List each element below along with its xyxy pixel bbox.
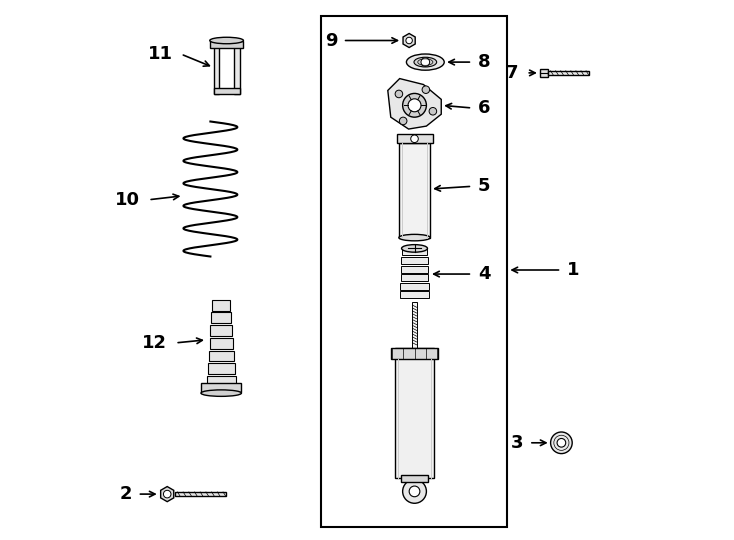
Bar bbox=[396, 134, 432, 143]
Bar bbox=[391, 348, 437, 359]
Circle shape bbox=[395, 90, 403, 98]
Bar bbox=[400, 291, 429, 298]
Ellipse shape bbox=[399, 234, 430, 241]
Circle shape bbox=[399, 117, 407, 125]
Bar bbox=[401, 475, 428, 482]
Bar bbox=[399, 143, 430, 238]
Bar bbox=[401, 266, 428, 273]
Bar bbox=[175, 492, 226, 496]
Text: 9: 9 bbox=[325, 31, 338, 50]
Bar bbox=[401, 274, 429, 281]
Circle shape bbox=[164, 490, 171, 498]
Circle shape bbox=[421, 58, 429, 66]
Circle shape bbox=[429, 107, 437, 115]
Text: 3: 3 bbox=[511, 434, 523, 452]
Bar bbox=[321, 16, 507, 526]
Text: 5: 5 bbox=[478, 177, 490, 195]
Circle shape bbox=[550, 432, 573, 454]
Text: 12: 12 bbox=[142, 334, 167, 352]
Polygon shape bbox=[161, 487, 174, 502]
Circle shape bbox=[403, 480, 426, 503]
Text: 10: 10 bbox=[115, 191, 140, 209]
Circle shape bbox=[422, 86, 429, 93]
Text: 1: 1 bbox=[567, 261, 579, 279]
Ellipse shape bbox=[407, 54, 444, 70]
Polygon shape bbox=[388, 78, 441, 129]
Bar bbox=[211, 313, 231, 323]
Bar bbox=[210, 338, 233, 349]
Bar bbox=[211, 325, 232, 336]
Ellipse shape bbox=[201, 390, 241, 396]
Circle shape bbox=[408, 99, 421, 112]
Bar bbox=[210, 40, 244, 48]
Bar bbox=[539, 69, 548, 77]
Ellipse shape bbox=[414, 57, 437, 67]
Bar bbox=[207, 376, 236, 387]
Ellipse shape bbox=[401, 245, 427, 252]
Ellipse shape bbox=[210, 37, 244, 44]
Bar bbox=[214, 88, 239, 94]
Text: 2: 2 bbox=[120, 485, 132, 503]
Bar bbox=[548, 71, 589, 75]
Bar bbox=[208, 363, 235, 374]
Circle shape bbox=[403, 93, 426, 117]
Bar bbox=[212, 300, 230, 310]
Text: 6: 6 bbox=[478, 99, 490, 117]
Circle shape bbox=[557, 438, 566, 447]
Bar bbox=[214, 46, 219, 94]
Bar bbox=[234, 46, 239, 94]
Circle shape bbox=[411, 135, 418, 143]
Circle shape bbox=[406, 37, 413, 44]
Bar bbox=[400, 282, 429, 289]
Bar bbox=[401, 257, 428, 264]
Text: 7: 7 bbox=[506, 64, 518, 82]
Text: 8: 8 bbox=[478, 53, 490, 71]
Polygon shape bbox=[403, 33, 415, 48]
Bar bbox=[395, 348, 434, 478]
Bar bbox=[208, 350, 233, 361]
Bar bbox=[201, 383, 241, 392]
Circle shape bbox=[409, 486, 420, 497]
Text: 11: 11 bbox=[148, 45, 172, 63]
Bar bbox=[401, 248, 427, 255]
Bar bbox=[413, 302, 417, 348]
Text: 4: 4 bbox=[478, 265, 490, 283]
